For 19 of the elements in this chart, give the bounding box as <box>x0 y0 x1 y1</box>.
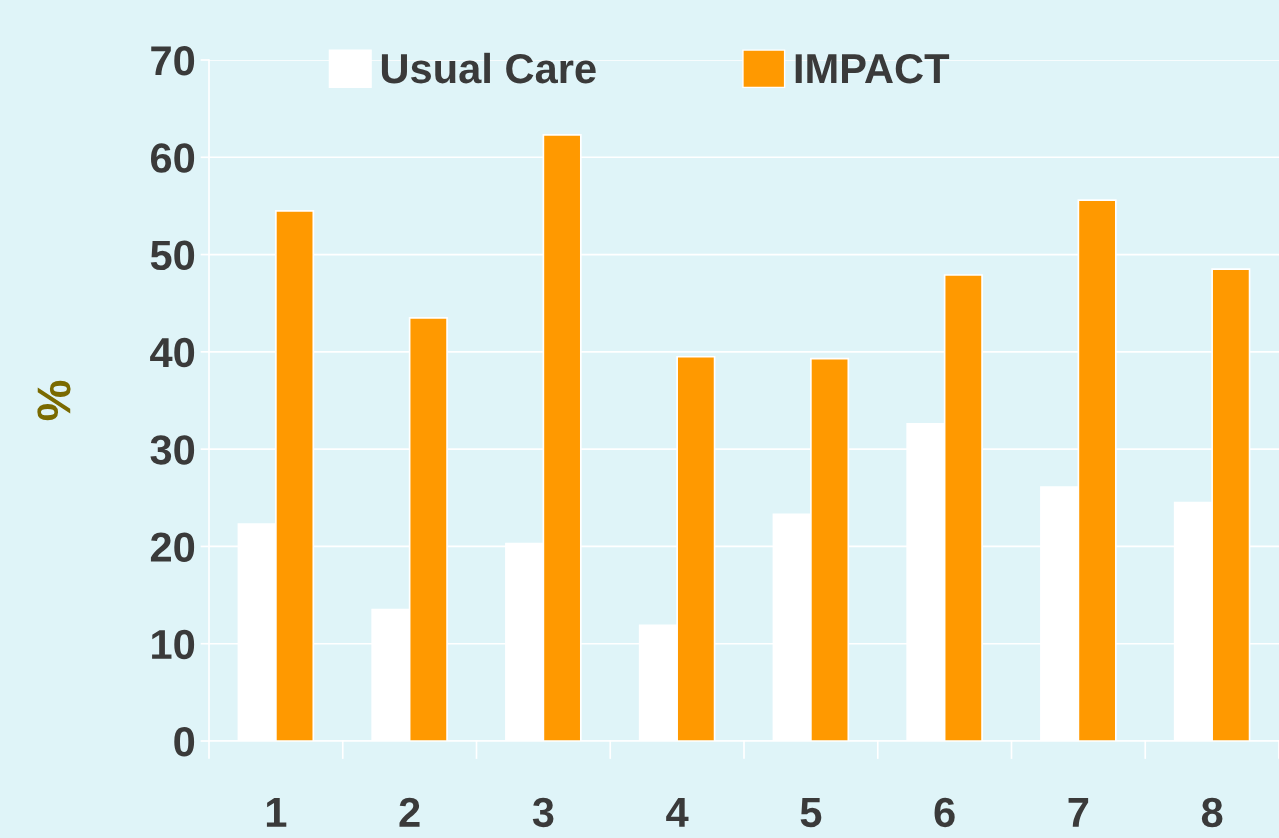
x-tick-label: 6 <box>934 797 955 828</box>
legend-label: IMPACT <box>795 53 950 84</box>
y-tick-label: 0 <box>174 727 195 757</box>
x-tick-label: 3 <box>532 797 554 828</box>
y-tick-label: 30 <box>150 435 195 465</box>
x-tick-label: 4 <box>666 798 689 827</box>
x-tick-label: 8 <box>1201 797 1223 828</box>
x-tick-label: 7 <box>1068 798 1089 827</box>
x-tick-label: 5 <box>800 798 822 828</box>
y-tick-label: 40 <box>150 337 195 368</box>
y-axis-title: % <box>37 380 71 421</box>
x-tick-label: 2 <box>399 797 420 827</box>
y-tick-label: 70 <box>151 46 195 76</box>
x-tick-label: 1 <box>266 798 287 827</box>
legend-label: Usual Care <box>381 52 596 84</box>
y-tick-label: 50 <box>150 240 195 271</box>
y-tick-label: 60 <box>150 143 195 173</box>
y-tick-label: 10 <box>152 629 195 660</box>
y-tick-label: 20 <box>150 532 195 562</box>
